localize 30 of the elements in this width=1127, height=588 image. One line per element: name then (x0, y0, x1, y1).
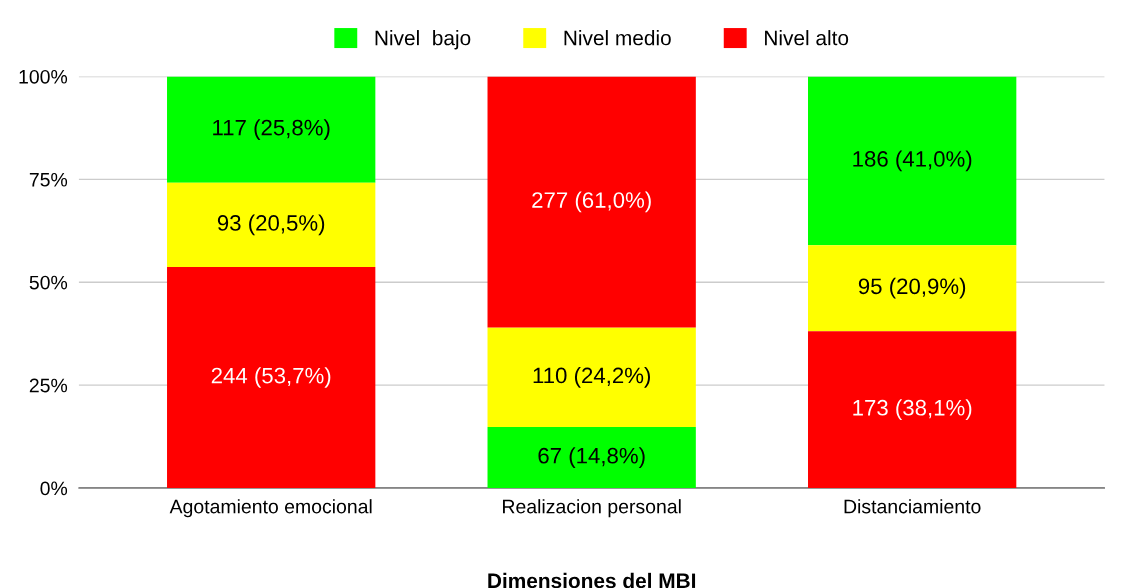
x-tick-label: Realizacion personal (503, 499, 681, 518)
legend-label: Nivel bajo (375, 30, 471, 50)
data-label: 117 (25,8%) (213, 119, 330, 140)
data-label: 110 (24,2%) (533, 366, 651, 388)
y-tick-label: 75% (29, 172, 68, 187)
x-axis-title: Dimensiones del MBI (488, 572, 696, 588)
x-tick-label: Agotamiento emocional (169, 499, 372, 518)
bar (808, 245, 1017, 332)
data-label: 186 (41,0%) (853, 150, 972, 172)
y-tick-label: 100% (19, 69, 68, 84)
bar (487, 427, 696, 489)
y-tick-label: 0% (40, 481, 68, 496)
data-label: 173 (38,1%) (853, 399, 972, 420)
data-label: 67 (14,8%) (538, 447, 645, 468)
legend-label: Nivel alto (765, 30, 849, 46)
bar (808, 331, 1017, 489)
data-label: 95 (20,9%) (858, 277, 966, 299)
data-label: 244 (53,7%) (211, 367, 331, 388)
data-label: 93 (20,5%) (217, 214, 325, 236)
bar (487, 327, 696, 428)
y-tick-label: 50% (29, 275, 68, 290)
bar (167, 182, 376, 268)
bar (167, 76, 376, 183)
y-tick-label: 25% (29, 378, 68, 393)
x-tick-label: Distanciamiento (844, 499, 981, 514)
bar (808, 76, 1017, 246)
data-label: 277 (61,0%) (532, 191, 651, 213)
legend-label: Nivel medio (564, 30, 671, 46)
bar (487, 76, 696, 328)
bar (167, 267, 376, 489)
